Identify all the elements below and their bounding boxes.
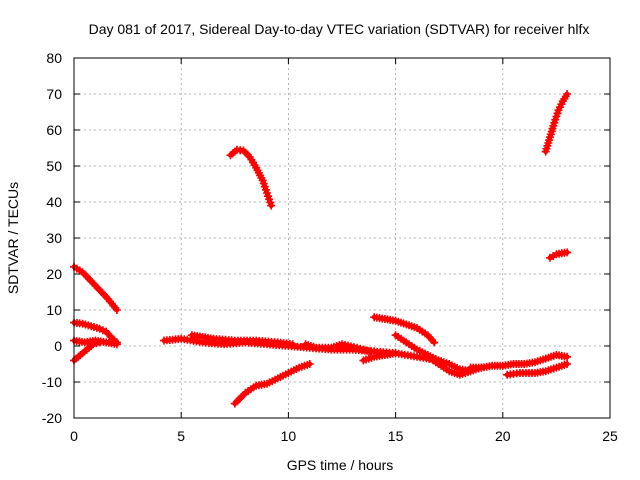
- data-point-marker: [563, 248, 572, 257]
- x-tick-label: 20: [495, 428, 511, 444]
- data-point-marker: [288, 340, 297, 349]
- y-tick-label: 60: [46, 122, 62, 138]
- data-point-marker: [112, 306, 121, 314]
- y-tick-label: 10: [46, 302, 62, 318]
- y-tick-label: 80: [46, 50, 62, 66]
- data-point-marker: [112, 340, 121, 349]
- data-point-marker: [391, 349, 400, 358]
- y-tick-label: 20: [46, 266, 62, 282]
- x-tick-label: 10: [281, 428, 297, 444]
- series-arc-15: [503, 360, 572, 379]
- grid-lines: [74, 58, 610, 418]
- data-point-marker: [563, 352, 572, 361]
- series-arc-16: [541, 90, 572, 156]
- y-tick-label: -20: [42, 410, 62, 426]
- y-tick-label: 0: [54, 338, 62, 354]
- data-point-marker: [365, 347, 374, 356]
- data-series-layer: [70, 90, 572, 408]
- data-point-marker: [563, 90, 572, 98]
- data-point-marker: [305, 360, 314, 368]
- series-arc-4: [70, 338, 104, 365]
- series-arc-12: [423, 352, 475, 379]
- y-tick-label: 70: [46, 86, 62, 102]
- chart-title: Day 081 of 2017, Sidereal Day-to-day VTE…: [89, 21, 590, 37]
- series-arc-9: [230, 360, 314, 408]
- data-point-marker: [267, 201, 276, 210]
- y-tick-label: 30: [46, 230, 62, 246]
- data-point-marker: [95, 338, 104, 347]
- series-arc-17: [546, 248, 572, 262]
- y-axis-title: SDTVAR / TECUs: [5, 182, 21, 294]
- x-tick-label: 0: [70, 428, 78, 444]
- series-arc-10: [370, 313, 439, 347]
- x-tick-label: 5: [177, 428, 185, 444]
- series-arc-5: [226, 145, 276, 210]
- x-tick-label: 15: [388, 428, 404, 444]
- axis-ticks: 0 5 10 15 20 25 -20 -10 0 10 20 30 40 50 60 70 80: [42, 50, 618, 444]
- series-arc-8: [301, 340, 374, 356]
- x-tick-label: 25: [602, 428, 618, 444]
- series-arc-14: [466, 351, 572, 372]
- x-axis-title: GPS time / hours: [287, 457, 394, 473]
- data-point-marker: [563, 360, 572, 368]
- series-arc-7: [187, 331, 297, 349]
- data-point-marker: [430, 338, 439, 347]
- series-arc-1: [70, 262, 121, 314]
- y-tick-label: -10: [42, 374, 62, 390]
- y-tick-label: 50: [46, 158, 62, 174]
- series-arc-13: [359, 349, 400, 365]
- y-tick-label: 40: [46, 194, 62, 210]
